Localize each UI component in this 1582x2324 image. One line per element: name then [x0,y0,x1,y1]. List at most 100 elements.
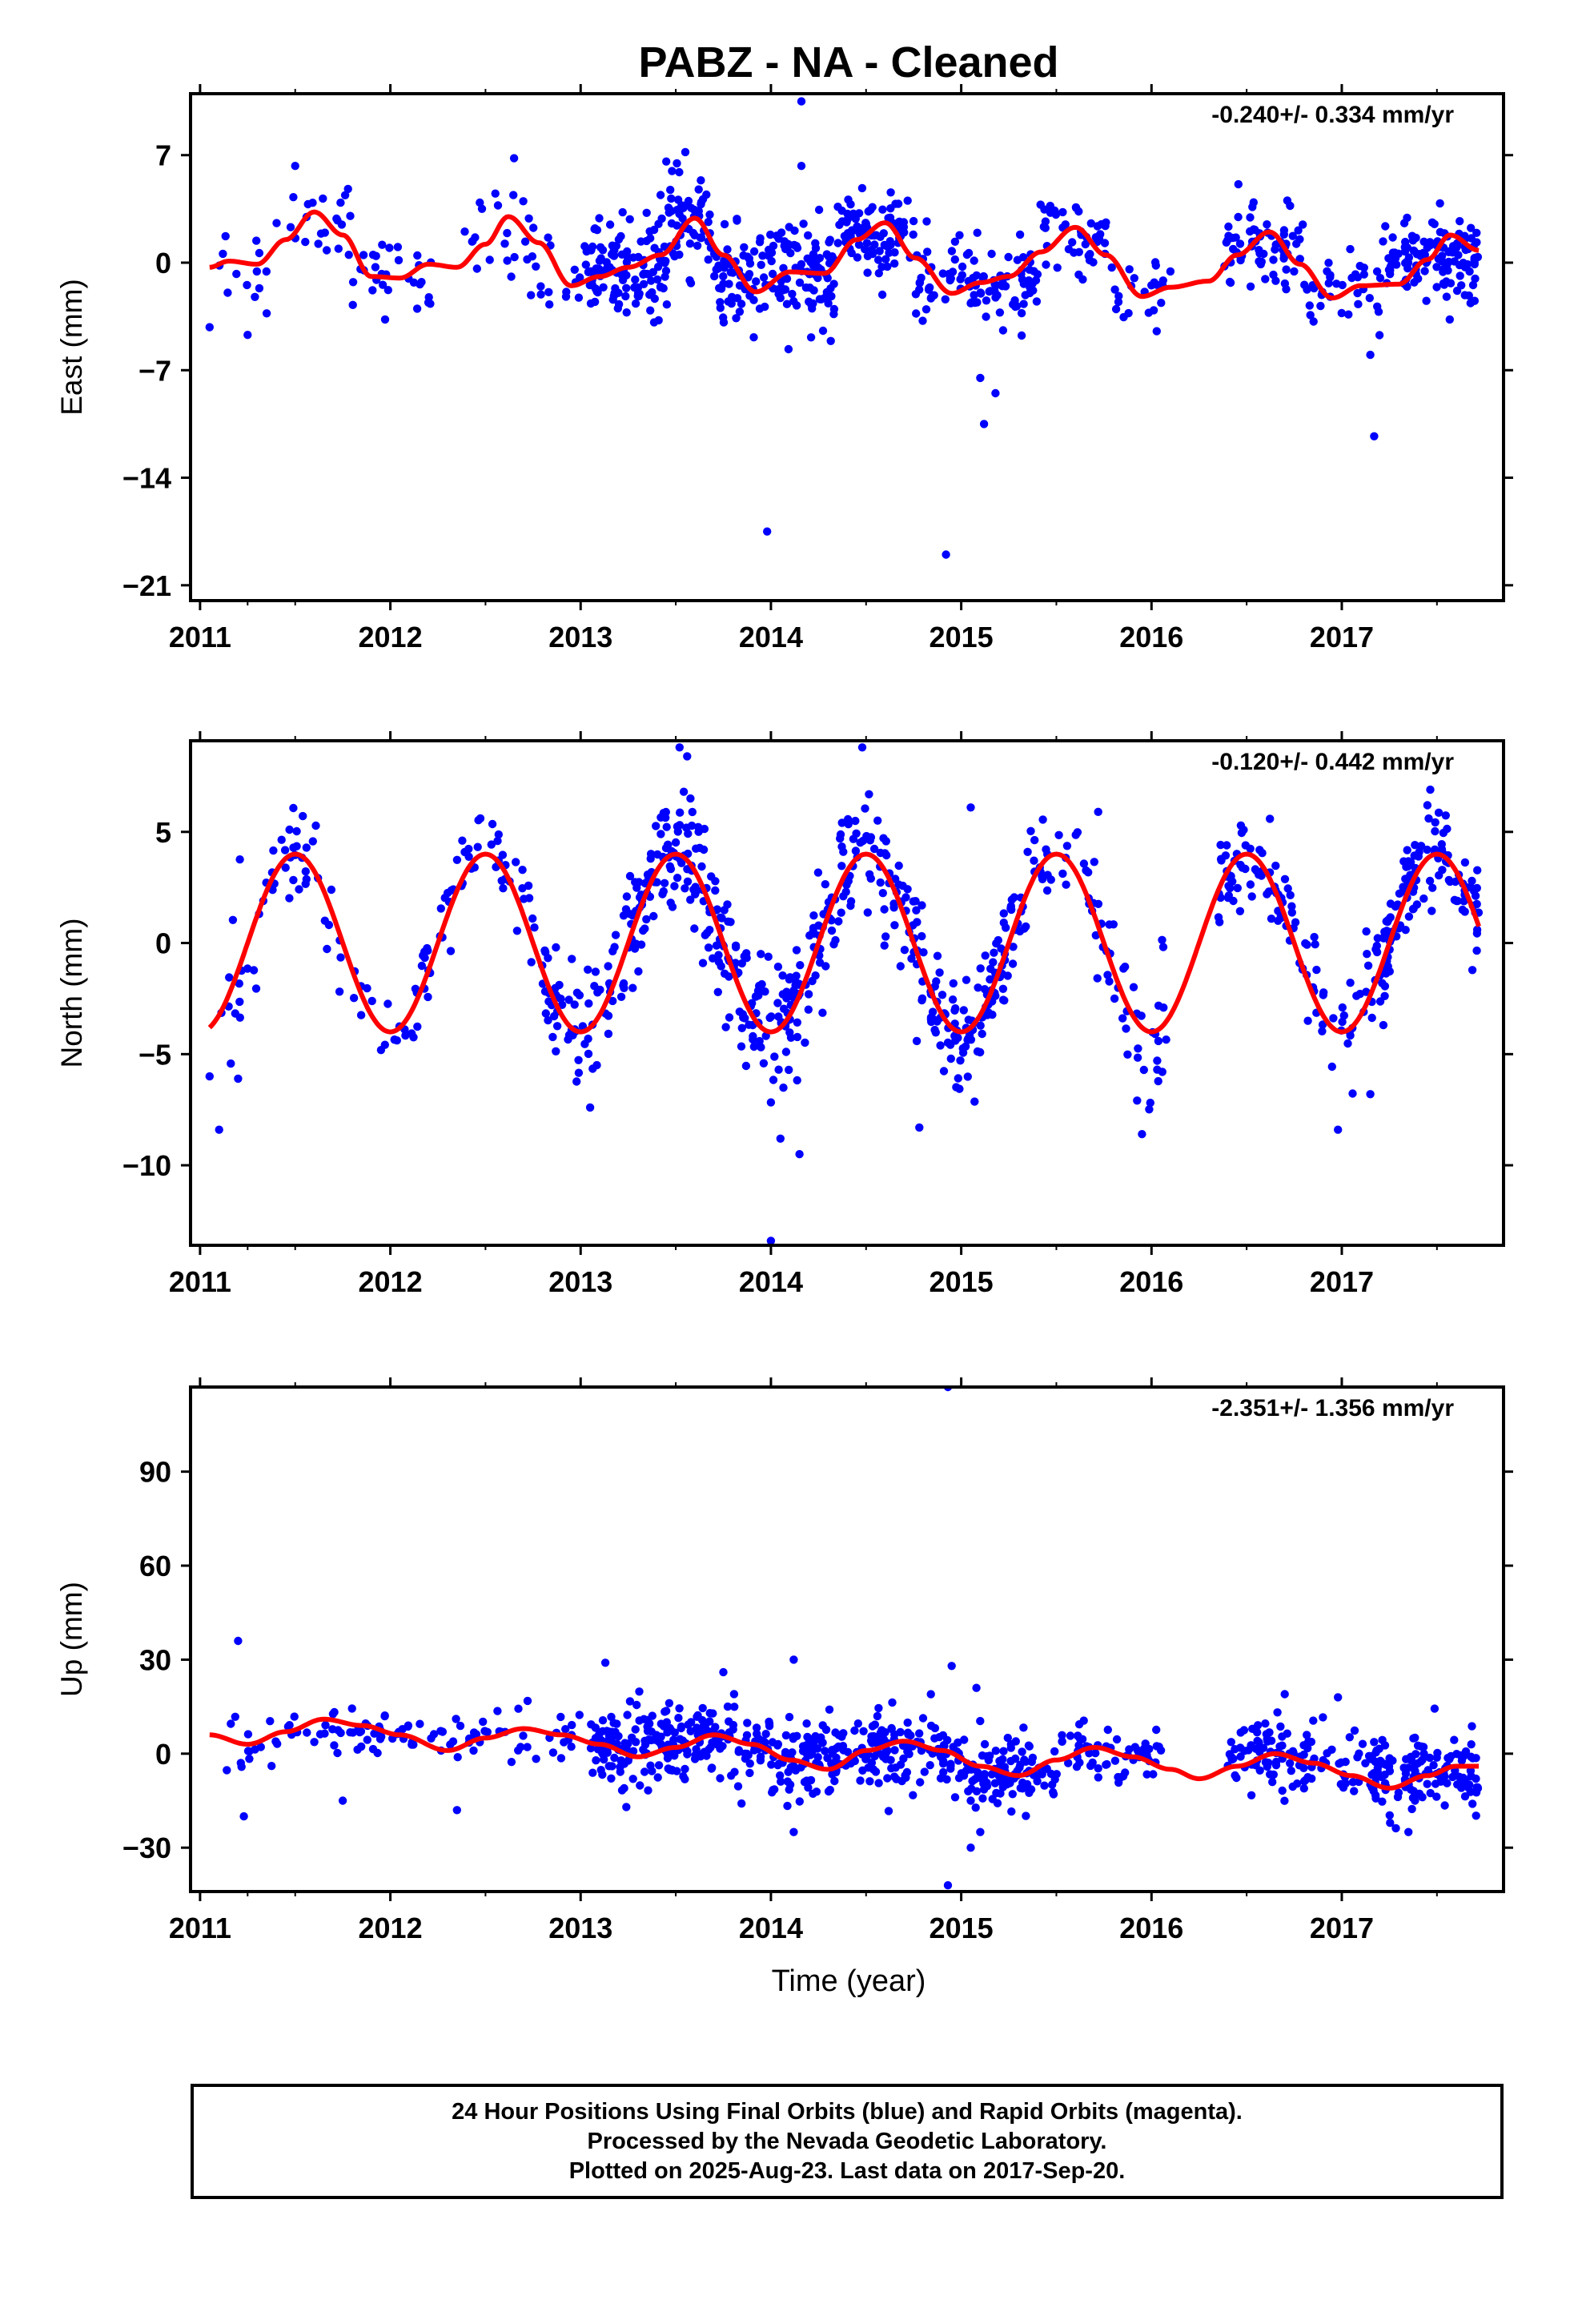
east-outlier-point [979,420,989,428]
north-data-point [383,999,392,1008]
east-data-point [460,227,469,236]
up-data-point [825,1785,835,1795]
up-data-point [227,1719,235,1728]
north-data-point [1338,1003,1347,1012]
east-data-point [922,217,931,226]
east-data-point [617,250,627,259]
up-data-point [656,1719,665,1728]
north-data-point [792,971,801,980]
up-data-point [905,1750,913,1759]
north-data-point [880,941,889,950]
up-data-point [735,1747,744,1756]
up-data-point [987,1770,997,1779]
north-data-point [836,834,845,843]
north-data-point [952,1083,961,1092]
north-data-point [686,895,695,904]
east-data-point [1337,308,1347,318]
east-points [205,97,1483,601]
east-data-point [344,251,353,259]
up-data-point [1074,1720,1084,1729]
up-data-point [903,1718,912,1727]
north-data-point [1241,864,1250,874]
north-data-point [512,927,522,935]
east-data-point [1432,283,1441,292]
east-data-point [923,247,932,256]
north-outlier-point [915,1123,924,1132]
north-outlier-point [1423,801,1432,810]
up-data-point [1323,1749,1331,1758]
north-outlier-point [683,752,692,761]
north-data-point [619,911,628,920]
east-data-point [799,219,808,228]
east-data-point [1114,297,1123,307]
north-data-point [737,1023,746,1033]
up-data-point [644,1735,653,1744]
up-data-point [1293,1779,1302,1788]
up-data-point [723,1702,733,1711]
north-data-point [277,835,286,844]
north-data-point [302,843,311,852]
east-data-point [614,235,624,244]
up-data-point [1278,1732,1287,1741]
north-data-point [713,987,722,997]
up-data-point [243,1730,253,1739]
east-data-point [950,255,960,264]
east-data-point [1152,327,1162,336]
up-data-point [675,1704,684,1713]
north-data-point [681,884,689,893]
north-x-tick-label: 2013 [548,1265,612,1298]
up-data-point [1236,1752,1245,1761]
east-y-tick-label: 7 [155,139,171,172]
north-data-point [592,1060,601,1070]
east-data-point [982,296,991,305]
up-data-point [1472,1811,1480,1820]
north-data-point [1026,826,1035,836]
north-data-point [770,1052,779,1061]
north-data-point [493,836,502,846]
east-data-point [289,193,298,202]
east-data-point [1124,308,1133,318]
north-data-point [779,1084,788,1092]
east-data-point [520,237,530,246]
north-data-point [793,1076,801,1085]
up-panel: 2011 2012 2013 2014 2015 2016 2017 90 60 30 0 −30 Up… [55,1377,1513,1944]
up-data-point [1358,1739,1367,1748]
up-data-point [1003,1733,1013,1743]
east-outlier-point [291,162,299,171]
up-data-point [991,1747,1001,1755]
north-data-point [269,846,278,855]
up-data-point [632,1700,641,1710]
east-data-point [562,287,571,296]
up-data-point [743,1719,752,1727]
east-data-point [970,291,978,300]
east-data-point [786,248,795,258]
east-data-point [886,188,895,197]
north-data-point [281,863,290,872]
north-data-point [1121,963,1130,971]
east-data-point [255,248,264,258]
north-data-point [1091,931,1101,940]
east-data-point [758,251,767,260]
east-data-point [947,247,957,255]
up-data-point [706,1743,715,1752]
north-data-point [1473,866,1482,875]
east-data-point [657,258,666,267]
east-data-point [371,263,380,271]
up-data-point [874,1779,883,1787]
up-data-point [1236,1728,1245,1737]
north-data-point [748,999,757,1007]
north-data-point [1318,1020,1327,1029]
east-data-point [412,304,422,313]
north-data-point [658,890,667,899]
up-data-point [1255,1766,1264,1775]
east-data-point [792,301,801,310]
north-data-point [584,999,593,1008]
north-data-point [933,951,942,960]
east-data-point [1100,239,1110,247]
up-data-point [223,1766,231,1775]
east-data-point [646,234,655,243]
east-data-point [813,273,822,283]
up-data-point [690,1755,700,1763]
north-data-point [1158,943,1168,951]
north-data-point [725,1013,734,1022]
